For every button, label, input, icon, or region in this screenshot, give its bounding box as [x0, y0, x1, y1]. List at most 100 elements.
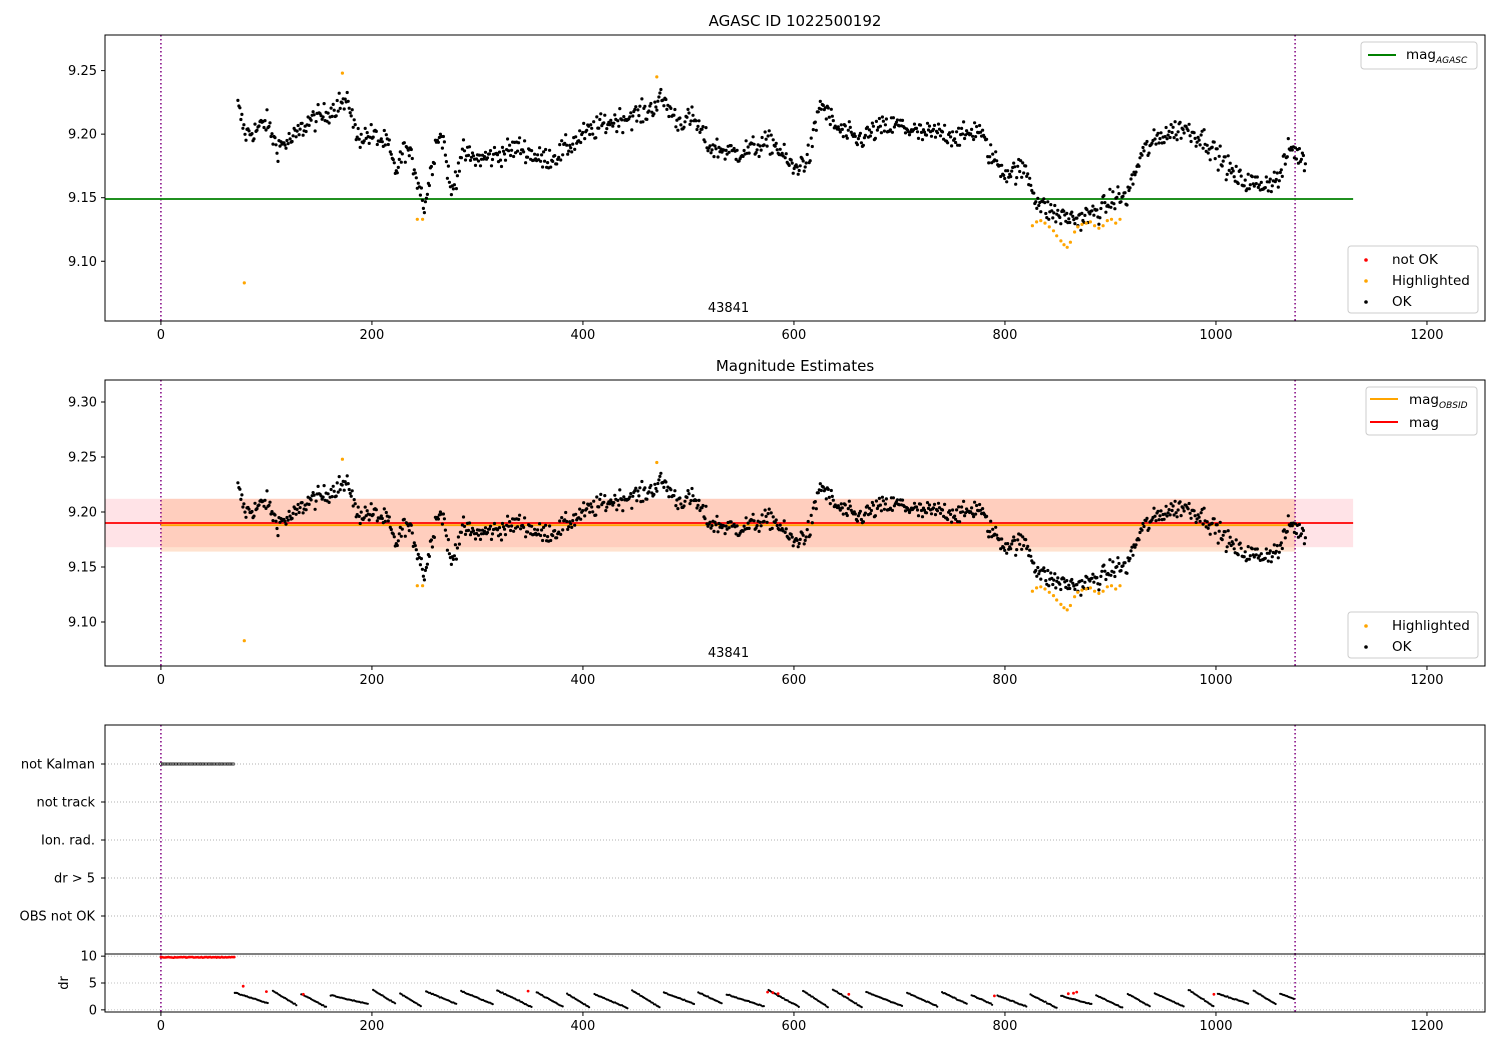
not-kalman-point — [194, 762, 198, 766]
ok-point — [1049, 571, 1053, 575]
ok-point — [564, 133, 568, 137]
highlighted-point — [1062, 243, 1066, 247]
not-kalman-point — [195, 762, 199, 766]
ok-point — [806, 519, 810, 524]
ok-point — [413, 544, 417, 548]
dr-point — [626, 1007, 629, 1010]
ok-point — [420, 198, 424, 202]
ok-point — [1103, 569, 1107, 573]
ok-point — [920, 138, 925, 142]
ok-point — [995, 533, 999, 537]
ok-point — [371, 512, 375, 517]
ok-point — [791, 544, 795, 548]
ok-point — [958, 520, 962, 524]
ok-point — [313, 129, 317, 133]
ok-point — [1158, 137, 1162, 141]
ok-point — [499, 538, 504, 542]
ok-point — [710, 148, 714, 152]
ok-point — [765, 520, 769, 524]
ok-point — [342, 107, 346, 111]
ok-point — [423, 200, 427, 204]
ok-point — [1196, 513, 1200, 517]
ok-point — [455, 546, 459, 550]
ok-point — [841, 135, 845, 139]
ok-point — [751, 512, 755, 516]
ok-point — [1153, 137, 1157, 141]
ok-point — [764, 137, 768, 141]
ok-point — [1303, 536, 1307, 540]
ok-point — [1231, 169, 1235, 173]
ok-point — [574, 512, 578, 516]
ok-point — [1065, 211, 1069, 215]
ok-point — [250, 132, 254, 136]
highlighted-point — [1118, 584, 1122, 588]
ok-point — [348, 491, 352, 495]
dr-point — [366, 1002, 369, 1005]
ok-point — [560, 139, 564, 143]
ok-point — [1210, 521, 1214, 525]
ok-point — [1223, 155, 1227, 159]
ok-point — [1028, 548, 1032, 552]
ok-point — [412, 541, 416, 545]
ok-point — [960, 126, 964, 130]
ok-point — [698, 508, 702, 513]
ok-point — [821, 485, 825, 489]
ok-point — [1083, 580, 1087, 584]
ok-point — [948, 131, 952, 135]
ok-point — [655, 489, 659, 493]
ok-point — [764, 514, 768, 519]
ok-point — [352, 118, 356, 122]
ok-point — [451, 187, 455, 191]
ok-point — [950, 144, 954, 148]
dr-point — [786, 999, 789, 1002]
highlighted-point — [1039, 585, 1043, 589]
ok-point — [737, 159, 741, 163]
ok-point — [558, 143, 562, 147]
ok-point — [1019, 159, 1023, 163]
ok-point — [1299, 157, 1303, 161]
not-kalman-point — [211, 762, 215, 766]
ok-point — [1205, 143, 1209, 147]
ok-point — [1037, 572, 1041, 576]
ok-point — [955, 130, 959, 134]
ok-point — [307, 502, 311, 506]
ok-point — [1097, 588, 1101, 592]
ok-point — [506, 137, 510, 141]
highlighted-point — [1068, 603, 1072, 608]
ok-point — [933, 513, 938, 517]
ok-point — [757, 529, 761, 534]
ok-point — [863, 511, 868, 515]
ok-point — [1182, 509, 1186, 513]
ok-point — [487, 152, 492, 156]
ok-point — [1302, 169, 1306, 173]
ok-point — [865, 504, 870, 508]
ok-point — [1238, 168, 1242, 172]
ok-point — [870, 121, 875, 125]
ok-point — [622, 115, 626, 119]
ok-point — [579, 517, 583, 521]
ok-point — [894, 120, 899, 124]
ok-point — [946, 141, 950, 145]
ok-point — [1248, 183, 1252, 187]
ok-point — [1195, 140, 1199, 144]
ok-point — [827, 115, 831, 119]
ok-point — [1092, 213, 1096, 217]
ok-point — [849, 130, 853, 134]
ok-point — [1192, 131, 1196, 135]
ok-point — [588, 510, 592, 514]
ok-point — [581, 509, 585, 513]
ok-point — [891, 496, 896, 500]
ok-point — [1036, 565, 1040, 570]
ok-point — [972, 137, 976, 142]
ok-point — [653, 482, 657, 486]
ok-point — [763, 508, 767, 512]
ok-point — [867, 506, 872, 510]
ok-point — [340, 483, 344, 487]
highlighted-point — [340, 457, 344, 461]
ok-point — [1085, 208, 1089, 212]
ok-point — [519, 527, 523, 531]
ok-point — [566, 527, 570, 532]
ok-point — [1259, 180, 1263, 184]
ok-point — [391, 158, 395, 162]
